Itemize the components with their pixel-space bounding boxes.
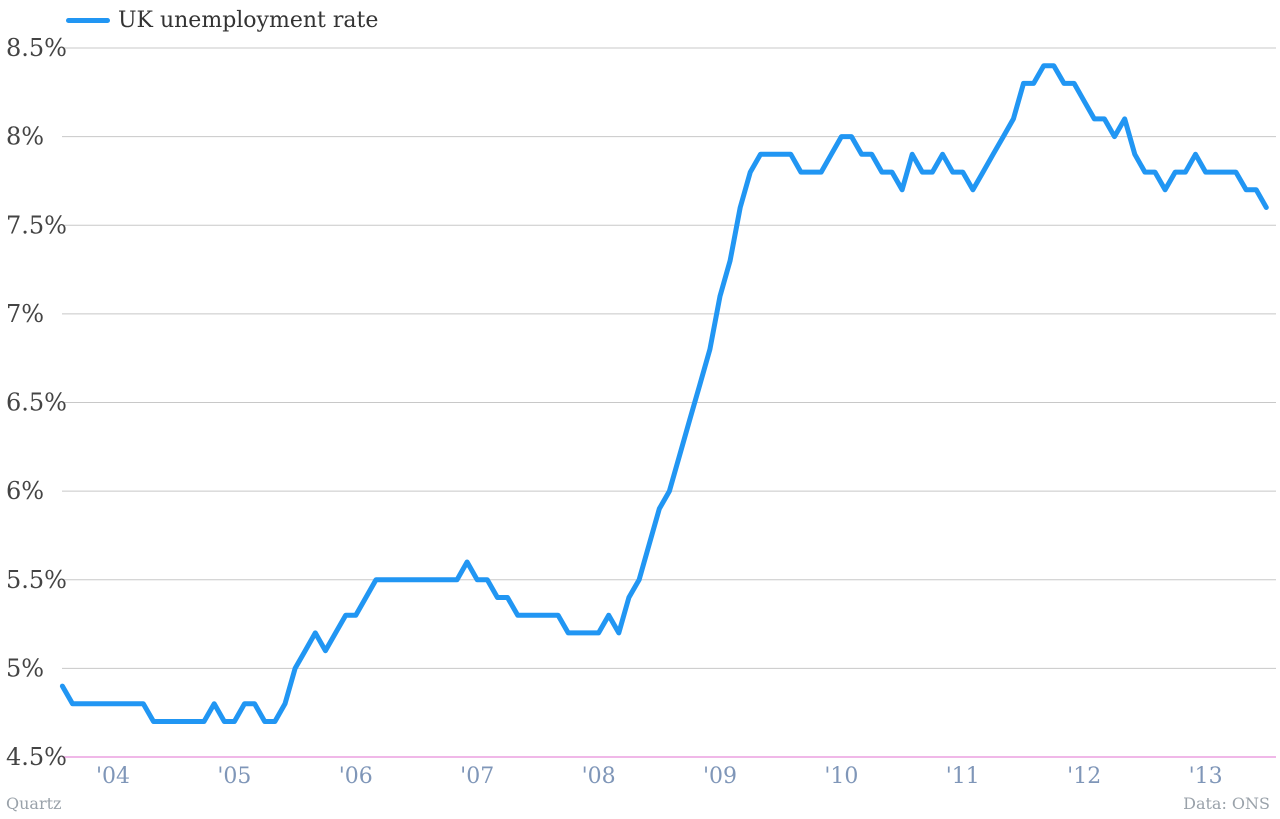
x-tick-label: '08 xyxy=(582,764,616,789)
legend-swatch xyxy=(66,17,110,23)
y-tick-label: 7.5% xyxy=(6,211,67,239)
x-tick-label: '09 xyxy=(703,764,737,789)
y-tick-label: 5% xyxy=(6,654,44,682)
x-tick-label: '10 xyxy=(824,764,858,789)
x-tick-label: '04 xyxy=(96,764,130,789)
x-tick-label: '11 xyxy=(946,764,980,789)
x-tick-label: '13 xyxy=(1189,764,1223,789)
y-tick-label: 6.5% xyxy=(6,389,67,417)
y-tick-label: 4.5% xyxy=(6,743,67,771)
gridlines xyxy=(62,47,1276,758)
x-tick-label: '06 xyxy=(339,764,373,789)
legend: UK unemployment rate xyxy=(66,4,378,36)
y-tick-label: 7% xyxy=(6,300,44,328)
series-line-uk-unemployment-rate xyxy=(59,63,1269,724)
legend-label: UK unemployment rate xyxy=(118,7,379,33)
credit-right: Data: ONS xyxy=(1183,794,1270,813)
y-tick-label: 5.5% xyxy=(6,566,67,594)
x-axis: '04 '05 '06 '07 '08 '09 '10 '11 '12 '13 xyxy=(96,764,1223,789)
credit-left: Quartz xyxy=(6,794,62,813)
x-tick-label: '07 xyxy=(460,764,494,789)
x-tick-label: '12 xyxy=(1067,764,1101,789)
y-tick-label: 8.5% xyxy=(6,34,67,62)
y-tick-label: 6% xyxy=(6,477,44,505)
x-tick-label: '05 xyxy=(217,764,251,789)
y-tick-label: 8% xyxy=(6,123,44,151)
series-layer xyxy=(59,63,1269,724)
y-axis: 4.5% 5% 5.5% 6% 6.5% 7% 7.5% 8% 8.5% xyxy=(6,34,67,771)
